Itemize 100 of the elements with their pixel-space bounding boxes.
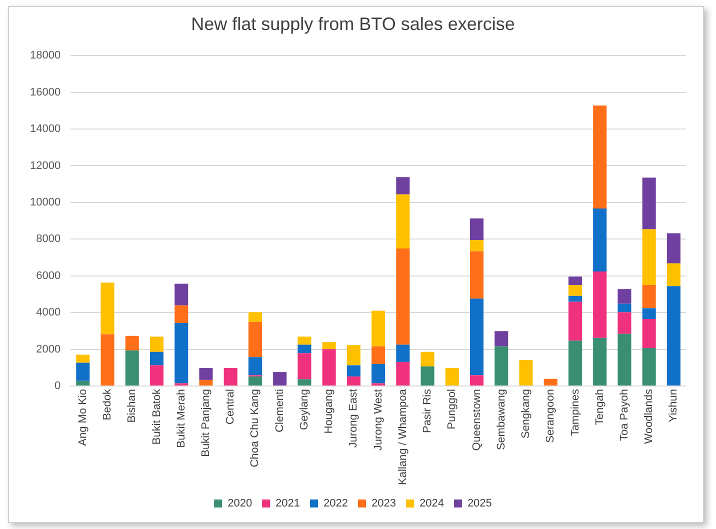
x-tick-label: Hougang <box>323 389 336 434</box>
legend-label: 2025 <box>467 498 492 510</box>
bar <box>642 308 656 320</box>
bar <box>372 383 386 386</box>
bar <box>199 380 213 386</box>
y-tick-label: 0 <box>54 380 61 392</box>
bar <box>346 365 360 376</box>
bar <box>666 286 680 386</box>
bar <box>100 334 114 386</box>
x-tick-label: Ang Mo Kio <box>76 389 89 446</box>
bar <box>298 379 312 386</box>
bar <box>470 251 484 299</box>
bar <box>150 336 164 352</box>
x-tick-label: Bukit Panjang <box>200 389 212 457</box>
legend-label: 2024 <box>419 498 444 510</box>
x-tick-label: Serangoon <box>544 389 557 443</box>
x-tick-label: Bedok <box>102 388 114 420</box>
bar <box>346 376 360 386</box>
bar <box>618 312 632 334</box>
bar <box>568 296 582 302</box>
bar <box>174 323 188 384</box>
x-tick-label: Sembawang <box>495 389 508 450</box>
bar <box>470 375 484 386</box>
x-tick-label: Kallang / Whampoa <box>396 388 409 485</box>
x-tick-label: Bukit Merah <box>175 389 188 448</box>
bar <box>420 352 434 366</box>
bar <box>298 344 312 354</box>
y-tick-label: 16000 <box>30 86 61 98</box>
bar <box>470 298 484 376</box>
bar <box>150 365 164 386</box>
bar <box>666 263 680 286</box>
bar <box>396 344 410 362</box>
bar <box>568 340 582 386</box>
bar <box>593 271 607 338</box>
bar <box>298 336 312 345</box>
x-tick-label: Choa Chu Kang <box>249 389 262 468</box>
x-tick-label: Sengkang <box>520 389 532 439</box>
bar <box>642 285 656 308</box>
chart-title: New flat supply from BTO sales exercise <box>191 14 515 34</box>
bar <box>322 349 336 386</box>
x-tick-label: Geylang <box>298 389 310 430</box>
bar <box>642 319 656 348</box>
bar <box>642 229 656 286</box>
bar <box>372 346 386 364</box>
legend-label: 2021 <box>276 498 300 510</box>
bar <box>125 350 139 386</box>
bar <box>396 177 410 194</box>
bar <box>248 312 262 322</box>
x-tick-label: Toa Payoh <box>618 389 630 441</box>
bar <box>298 353 312 380</box>
y-tick-label: 10000 <box>30 196 61 208</box>
bar <box>125 336 139 350</box>
bar <box>470 240 484 252</box>
legend-label: 2022 <box>324 498 348 510</box>
bar <box>396 194 410 249</box>
bar <box>544 378 558 386</box>
bar <box>372 310 386 346</box>
bar <box>273 372 287 386</box>
x-tick-label: Clementi <box>274 389 286 432</box>
y-tick-label: 2000 <box>36 343 61 356</box>
y-tick-label: 18000 <box>30 50 61 62</box>
y-tick-label: 4000 <box>36 306 61 319</box>
bar <box>150 352 164 366</box>
bar <box>420 366 434 386</box>
bar <box>76 354 90 363</box>
bar <box>519 360 533 386</box>
bar <box>494 346 508 386</box>
bar <box>494 331 508 346</box>
bar <box>76 380 90 386</box>
bar <box>199 368 213 380</box>
bar <box>100 282 114 334</box>
bar <box>174 305 188 324</box>
bar <box>618 334 632 386</box>
x-tick-label: Yishun <box>668 389 680 422</box>
bar <box>470 218 484 240</box>
bar <box>346 345 360 366</box>
x-tick-label: Jurong West <box>372 389 384 451</box>
bar <box>642 348 656 386</box>
bar <box>396 248 410 345</box>
bar <box>568 302 582 341</box>
bar <box>248 357 262 376</box>
bar <box>224 368 238 386</box>
bar <box>642 178 656 230</box>
bar <box>76 362 90 381</box>
x-tick-label: Central <box>224 389 237 424</box>
bar <box>618 304 632 312</box>
bar <box>445 368 459 386</box>
bar <box>593 338 607 386</box>
bar <box>568 285 582 296</box>
bar <box>322 342 336 350</box>
bar <box>666 233 680 264</box>
bar <box>593 208 607 272</box>
y-tick-label: 14000 <box>30 123 61 136</box>
bar <box>174 284 188 306</box>
x-tick-label: Bishan <box>126 389 138 423</box>
y-tick-label: 6000 <box>36 270 61 282</box>
y-tick-label: 8000 <box>36 233 61 246</box>
bar <box>248 376 262 386</box>
y-tick-label: 12000 <box>30 160 61 172</box>
x-tick-label: Woodlands <box>643 388 656 444</box>
